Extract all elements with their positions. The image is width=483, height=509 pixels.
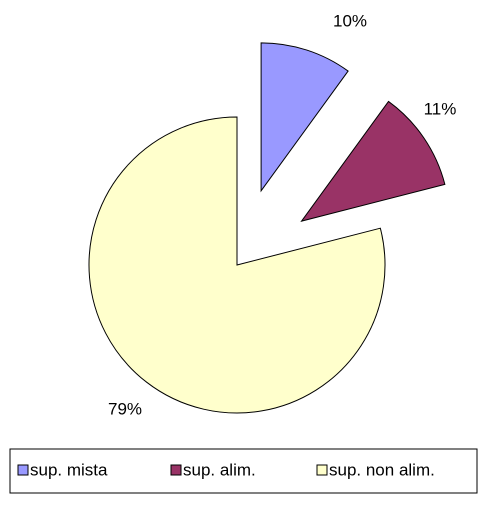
legend-label: sup. mista	[30, 460, 108, 479]
legend-label: sup. non alim.	[329, 460, 435, 479]
legend-box	[9, 448, 478, 494]
pie-slice	[88, 116, 386, 414]
pie-slice	[260, 42, 349, 193]
legend-swatch	[316, 464, 328, 476]
legend-swatch	[17, 464, 29, 476]
legend-label: sup. alim.	[183, 460, 256, 479]
pie-slice	[300, 100, 446, 222]
legend-swatch	[170, 464, 182, 476]
data-label: 79%	[108, 399, 142, 418]
data-label: 10%	[333, 11, 367, 30]
data-label: 11%	[424, 99, 457, 118]
